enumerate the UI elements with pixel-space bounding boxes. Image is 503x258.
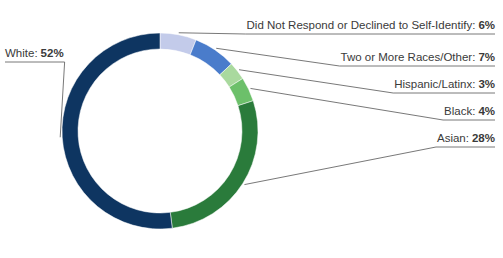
slice-label: Hispanic/Latinx:3% <box>394 78 495 90</box>
label-value: 52% <box>41 47 64 59</box>
label-category: Asian: <box>437 132 469 144</box>
slice-label: Black:4% <box>444 105 495 117</box>
label-category: Hispanic/Latinx: <box>394 78 475 90</box>
label-value: 3% <box>478 78 495 90</box>
label-value: 7% <box>478 51 495 63</box>
label-value: 6% <box>478 19 495 31</box>
label-category: Did Not Respond or Declined to Self-Iden… <box>247 19 476 31</box>
slice <box>160 33 196 55</box>
leader-line <box>250 88 495 120</box>
label-value: 28% <box>472 132 495 144</box>
slices <box>62 33 258 229</box>
slice-label: Did Not Respond or Declined to Self-Iden… <box>247 19 495 31</box>
leader-line <box>239 70 495 93</box>
slice-label: White:52% <box>5 47 64 59</box>
slice <box>229 78 253 105</box>
leader-line <box>244 147 495 185</box>
label-category: Black: <box>444 105 475 117</box>
slice <box>62 33 172 229</box>
slice-label: Asian:28% <box>437 132 495 144</box>
leader-line <box>216 48 495 66</box>
leader-line <box>5 62 65 137</box>
label-category: Two or More Races/Other: <box>341 51 476 63</box>
label-category: White: <box>5 47 38 59</box>
label-value: 4% <box>478 105 495 117</box>
leader-line <box>179 33 495 34</box>
labels: Did Not Respond or Declined to Self-Iden… <box>5 19 495 185</box>
slice-label: Two or More Races/Other:7% <box>341 51 495 63</box>
slice <box>170 101 258 229</box>
chart: Did Not Respond or Declined to Self-Iden… <box>0 0 503 258</box>
